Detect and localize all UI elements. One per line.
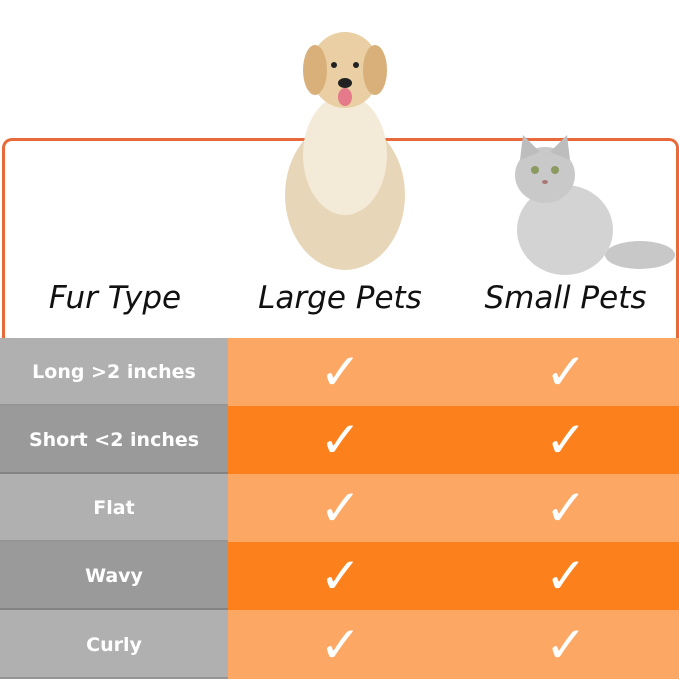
table-row: Curly ✓ ✓ — [0, 610, 679, 679]
check-icon: ✓ — [545, 547, 587, 605]
check-icon: ✓ — [545, 479, 587, 537]
row-label: Flat — [0, 474, 228, 542]
dog-image — [285, 32, 405, 270]
header-fur-type: Fur Type — [48, 280, 182, 316]
check-icon: ✓ — [545, 343, 587, 401]
header-small-pets: Small Pets — [484, 280, 647, 316]
row-label: Long >2 inches — [0, 338, 228, 406]
table-row: Wavy ✓ ✓ — [0, 542, 679, 610]
cat-image — [515, 135, 675, 275]
row-label: Curly — [0, 610, 228, 679]
check-icon: ✓ — [319, 547, 362, 605]
check-icon: ✓ — [545, 615, 587, 674]
header-large-pets: Large Pets — [258, 280, 422, 316]
check-icon: ✓ — [319, 411, 362, 469]
check-icon: ✓ — [319, 615, 362, 674]
table-row: Short <2 inches ✓ ✓ — [0, 406, 679, 474]
table-row: Long >2 inches ✓ ✓ — [0, 338, 679, 406]
check-icon: ✓ — [319, 479, 362, 537]
row-label: Wavy — [0, 542, 228, 610]
row-label: Short <2 inches — [0, 406, 228, 474]
table-row: Flat ✓ ✓ — [0, 474, 679, 542]
check-icon: ✓ — [319, 343, 362, 401]
check-icon: ✓ — [545, 411, 587, 469]
